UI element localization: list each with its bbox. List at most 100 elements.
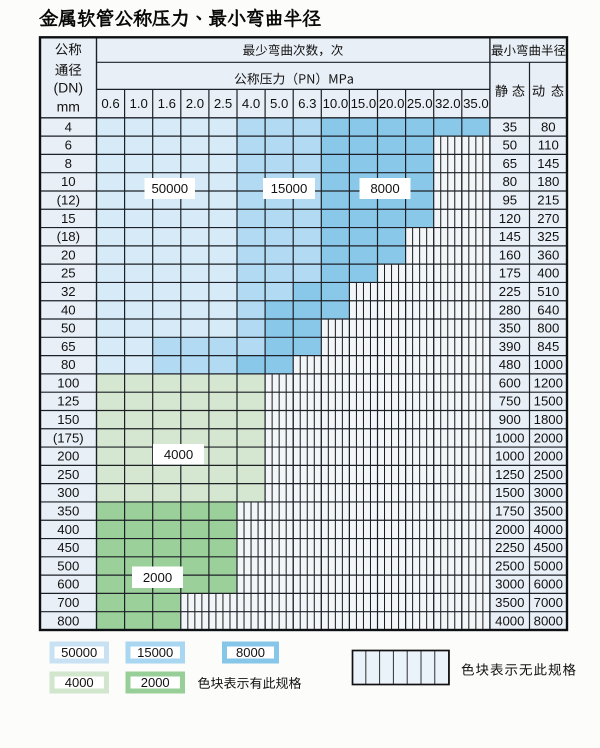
svg-text:100: 100 (57, 375, 79, 390)
svg-text:350: 350 (499, 321, 521, 336)
svg-text:8: 8 (65, 156, 72, 171)
svg-text:50000: 50000 (151, 181, 188, 196)
svg-text:280: 280 (499, 302, 521, 317)
svg-text:1.0: 1.0 (130, 96, 148, 111)
svg-text:2.5: 2.5 (214, 96, 232, 111)
svg-text:8000: 8000 (236, 645, 265, 660)
svg-text:10: 10 (61, 174, 76, 189)
svg-text:1500: 1500 (495, 485, 524, 500)
svg-text:20.0: 20.0 (379, 96, 405, 111)
svg-text:2000: 2000 (495, 522, 524, 537)
svg-text:900: 900 (499, 412, 521, 427)
svg-text:80: 80 (541, 119, 556, 134)
svg-text:1750: 1750 (495, 504, 524, 519)
svg-text:1200: 1200 (534, 375, 563, 390)
svg-text:120: 120 (499, 211, 521, 226)
svg-text:1000: 1000 (534, 357, 563, 372)
svg-text:50: 50 (502, 138, 517, 153)
svg-text:(12): (12) (57, 193, 80, 208)
svg-text:750: 750 (499, 394, 521, 409)
svg-text:1000: 1000 (495, 449, 524, 464)
svg-text:1.6: 1.6 (158, 96, 176, 111)
svg-text:35.0: 35.0 (463, 96, 489, 111)
svg-text:1000: 1000 (495, 430, 524, 445)
svg-text:15: 15 (61, 211, 76, 226)
svg-text:2500: 2500 (495, 558, 524, 573)
svg-text:50000: 50000 (61, 645, 97, 660)
svg-text:32.0: 32.0 (435, 96, 461, 111)
svg-text:125: 125 (57, 394, 79, 409)
svg-text:10.0: 10.0 (323, 96, 349, 111)
svg-text:8000: 8000 (370, 181, 399, 196)
svg-text:20: 20 (61, 247, 76, 262)
svg-text:800: 800 (537, 321, 559, 336)
svg-text:8000: 8000 (534, 613, 563, 628)
svg-text:480: 480 (499, 357, 521, 372)
svg-text:7000: 7000 (534, 595, 563, 610)
svg-text:6000: 6000 (534, 577, 563, 592)
svg-text:80: 80 (502, 174, 517, 189)
svg-text:180: 180 (537, 174, 559, 189)
svg-text:400: 400 (537, 266, 559, 281)
svg-text:(175): (175) (53, 430, 84, 445)
svg-text:1500: 1500 (534, 394, 563, 409)
svg-text:270: 270 (537, 211, 559, 226)
svg-text:350: 350 (57, 504, 79, 519)
svg-text:40: 40 (61, 302, 76, 317)
svg-text:2000: 2000 (143, 570, 172, 585)
svg-text:65: 65 (61, 339, 76, 354)
svg-text:325: 325 (537, 229, 559, 244)
svg-text:2.0: 2.0 (186, 96, 204, 111)
svg-text:600: 600 (499, 375, 521, 390)
svg-text:450: 450 (57, 540, 79, 555)
svg-text:4000: 4000 (495, 613, 524, 628)
svg-text:5.0: 5.0 (270, 96, 288, 111)
svg-text:510: 510 (537, 284, 559, 299)
svg-text:4.0: 4.0 (242, 96, 260, 111)
svg-text:360: 360 (537, 247, 559, 262)
svg-text:(18): (18) (57, 229, 80, 244)
svg-text:2250: 2250 (495, 540, 524, 555)
svg-text:175: 175 (499, 266, 521, 281)
svg-text:15000: 15000 (271, 181, 308, 196)
svg-text:50: 50 (61, 321, 76, 336)
svg-text:5000: 5000 (534, 558, 563, 573)
svg-text:1800: 1800 (534, 412, 563, 427)
svg-text:0.6: 0.6 (101, 96, 119, 111)
svg-text:4500: 4500 (534, 540, 563, 555)
svg-text:215: 215 (537, 193, 559, 208)
svg-text:15.0: 15.0 (351, 96, 377, 111)
svg-text:(DN): (DN) (54, 79, 84, 95)
svg-text:6: 6 (65, 138, 72, 153)
svg-text:390: 390 (499, 339, 521, 354)
svg-text:1250: 1250 (495, 467, 524, 482)
svg-text:95: 95 (502, 193, 517, 208)
svg-text:25.0: 25.0 (407, 96, 433, 111)
svg-text:2000: 2000 (141, 675, 170, 690)
svg-text:4: 4 (65, 119, 72, 134)
svg-text:800: 800 (57, 613, 79, 628)
svg-text:6.3: 6.3 (298, 96, 316, 111)
svg-text:4000: 4000 (65, 675, 94, 690)
svg-text:110: 110 (538, 138, 559, 153)
svg-text:250: 250 (57, 467, 79, 482)
svg-text:640: 640 (537, 302, 559, 317)
svg-text:4000: 4000 (164, 447, 193, 462)
svg-text:80: 80 (61, 357, 76, 372)
svg-text:300: 300 (57, 485, 79, 500)
svg-text:mm: mm (57, 98, 80, 114)
svg-text:3500: 3500 (534, 504, 563, 519)
svg-text:3000: 3000 (534, 485, 563, 500)
svg-text:3000: 3000 (495, 577, 524, 592)
svg-text:4000: 4000 (534, 522, 563, 537)
svg-text:145: 145 (537, 156, 559, 171)
svg-text:700: 700 (57, 595, 79, 610)
svg-text:200: 200 (57, 449, 79, 464)
svg-text:2000: 2000 (534, 430, 563, 445)
svg-text:500: 500 (57, 558, 79, 573)
svg-text:35: 35 (502, 119, 517, 134)
svg-text:600: 600 (57, 577, 79, 592)
svg-text:845: 845 (537, 339, 559, 354)
svg-text:225: 225 (499, 284, 521, 299)
svg-text:2500: 2500 (534, 467, 563, 482)
